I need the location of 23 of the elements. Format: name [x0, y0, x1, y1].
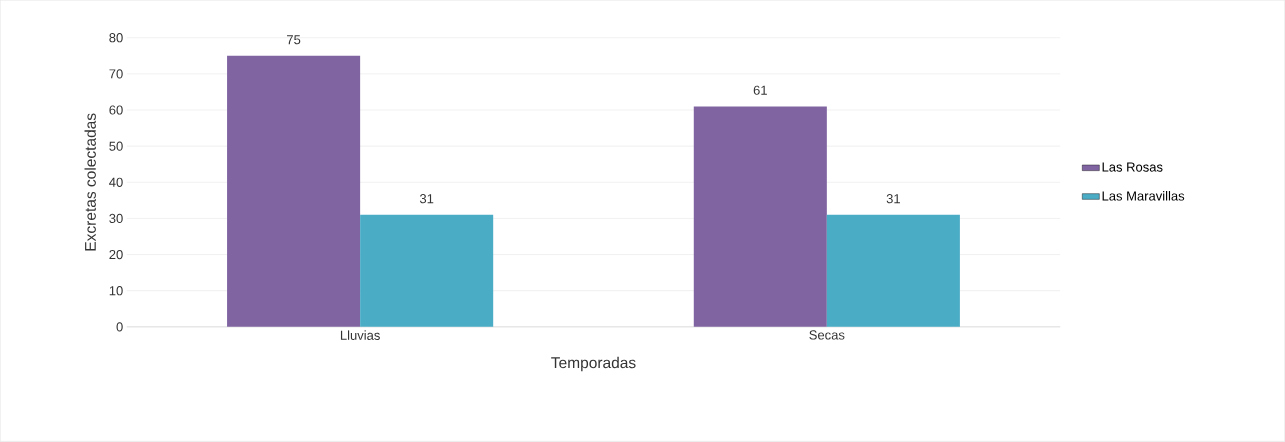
y-tick-label: 60	[109, 105, 123, 115]
x-tick-label: Lluvias	[340, 330, 380, 341]
data-label: 31	[886, 194, 900, 204]
bar	[227, 55, 361, 328]
legend-label: Las Maravillas	[1102, 191, 1185, 201]
bar	[826, 215, 960, 328]
y-tick-label: 50	[109, 141, 123, 151]
x-axis-title: Temporadas	[551, 357, 636, 372]
y-tick-label: 40	[109, 177, 123, 188]
data-label: 31	[419, 194, 434, 204]
y-tick-label: 30	[109, 214, 123, 224]
data-label: 61	[753, 85, 767, 96]
y-tick-label: 0	[116, 322, 123, 332]
bar	[693, 106, 827, 328]
y-tick-label: 80	[109, 33, 123, 43]
y-tick-label: 10	[109, 286, 123, 296]
y-tick-label: 20	[109, 250, 123, 260]
bar	[360, 215, 494, 328]
y-tick-label: 70	[109, 69, 123, 79]
data-label: 75	[287, 35, 301, 45]
x-tick-label: Secas	[809, 330, 845, 340]
legend-label: Las Rosas	[1102, 162, 1163, 172]
y-axis-title: Excretas colectadas	[84, 113, 96, 251]
